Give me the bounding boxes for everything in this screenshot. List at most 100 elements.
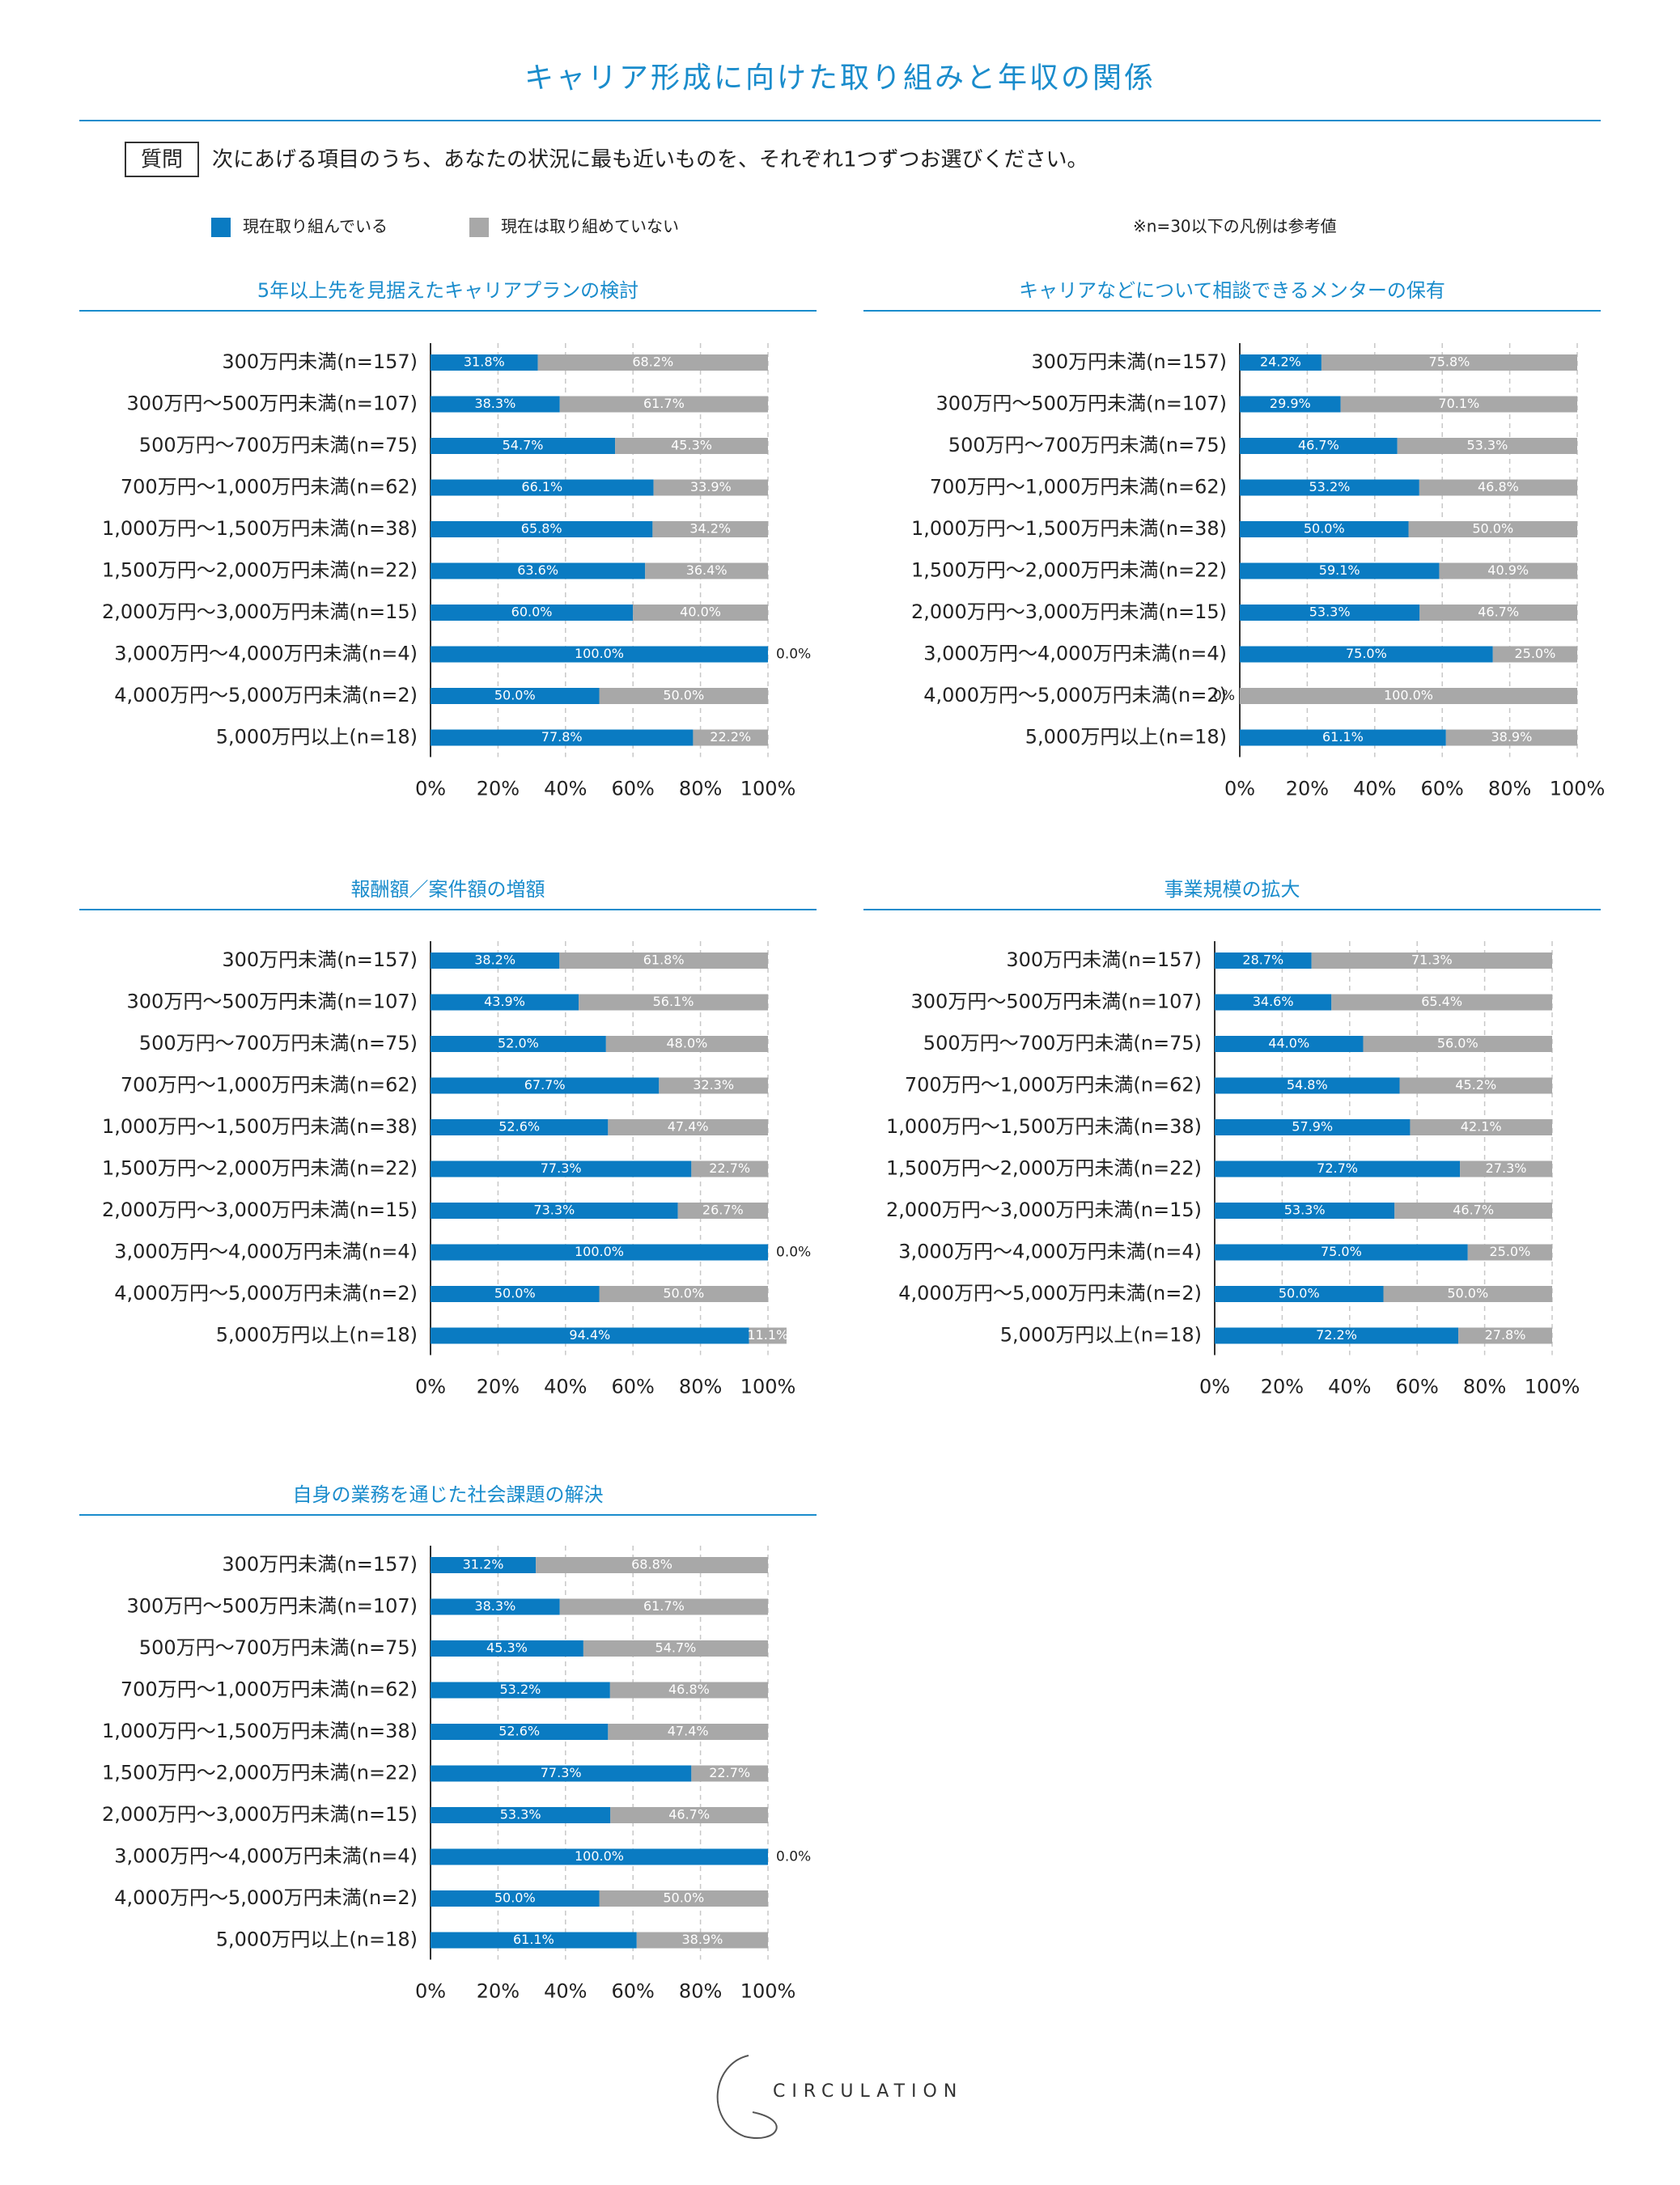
value-label: 94.4% <box>569 1327 610 1343</box>
bar-segment <box>610 1807 768 1823</box>
bar-segment <box>431 1932 637 1949</box>
bar-segment <box>1340 396 1577 413</box>
value-label: 50.0% <box>663 1286 704 1301</box>
bar-segment <box>431 1244 768 1261</box>
bar-segment <box>1439 562 1577 579</box>
value-label: 50.0% <box>494 1890 536 1906</box>
value-label: 38.9% <box>681 1932 723 1947</box>
x-tick-label: 80% <box>1463 1376 1506 1398</box>
bar-segment <box>559 1598 768 1615</box>
category-label: 1,500万円〜2,000万円未満(n=22) <box>911 559 1227 582</box>
bar-segment <box>431 354 538 371</box>
value-label: 29.9% <box>1270 396 1311 411</box>
value-label: 46.7% <box>1298 438 1339 453</box>
bar-segment <box>431 479 654 496</box>
note: ※n=30以下の凡例は参考値 <box>1133 217 1337 236</box>
bar-segment <box>431 729 694 746</box>
bar-segment <box>431 1077 660 1094</box>
value-label: 53.3% <box>500 1807 541 1822</box>
value-label: 72.2% <box>1316 1327 1357 1343</box>
bar-segment <box>431 1682 610 1699</box>
value-label: 60.0% <box>511 605 553 620</box>
bar-segment <box>1240 605 1420 621</box>
value-label: 52.6% <box>498 1119 540 1135</box>
x-tick-label: 20% <box>477 778 520 800</box>
value-label: 56.1% <box>653 994 694 1009</box>
bar-segment <box>431 1724 609 1740</box>
x-tick-label: 40% <box>544 1980 587 2003</box>
value-label: 53.3% <box>1309 605 1351 620</box>
x-tick-label: 60% <box>612 778 655 800</box>
value-label: 33.9% <box>690 479 732 494</box>
value-label: 61.7% <box>643 1598 685 1614</box>
x-tick-label: 80% <box>679 778 722 800</box>
x-tick-label: 0% <box>1199 1376 1230 1398</box>
value-label: 50.0% <box>494 1286 536 1301</box>
x-tick-label: 0% <box>415 1980 446 2003</box>
value-label: 34.6% <box>1253 994 1294 1009</box>
category-label: 1,500万円〜2,000万円未満(n=22) <box>102 1762 418 1784</box>
value-label: 11.1% <box>747 1327 788 1343</box>
bar-segment <box>1419 479 1577 496</box>
value-label: 65.4% <box>1421 994 1462 1009</box>
x-tick-label: 100% <box>740 1376 796 1398</box>
value-label: 61.1% <box>1322 729 1364 745</box>
bar-segment <box>605 1036 768 1052</box>
bar-segment <box>1492 646 1577 663</box>
category-label: 3,000万円〜4,000万円未満(n=4) <box>114 1845 418 1868</box>
bar-segment <box>1397 438 1577 454</box>
x-tick-label: 0% <box>415 1376 446 1398</box>
category-label: 300万円未満(n=157) <box>1031 350 1227 373</box>
value-label: 28.7% <box>1242 952 1283 968</box>
bar-segment <box>1458 1327 1552 1344</box>
value-label: 68.8% <box>631 1557 672 1572</box>
bar-segment <box>608 1119 768 1135</box>
bar-segment <box>652 521 768 537</box>
value-label: 53.2% <box>1309 479 1351 494</box>
bar-segment <box>1215 1286 1384 1302</box>
bar-segment <box>431 1598 560 1615</box>
category-label: 4,000万円〜5,000万円未満(n=2) <box>114 1886 418 1909</box>
bar-segment <box>559 396 768 413</box>
value-label: 70.1% <box>1438 396 1479 411</box>
value-label: 40.9% <box>1487 562 1529 578</box>
value-label: 67.7% <box>524 1077 566 1092</box>
value-label: 100.0% <box>575 1848 624 1864</box>
category-label: 300万円〜500万円未満(n=107) <box>911 991 1202 1013</box>
logo-text: CIRCULATION <box>773 2081 963 2102</box>
bar-segment <box>1240 396 1341 413</box>
page-title: キャリア形成に向けた取り組みと年収の関係 <box>524 62 1156 95</box>
value-label: 72.7% <box>1317 1160 1358 1176</box>
bar-segment <box>579 994 768 1011</box>
bar-segment <box>1311 952 1552 969</box>
bar-segment <box>431 1640 583 1657</box>
x-tick-label: 40% <box>544 1376 587 1398</box>
value-label: 54.7% <box>503 438 544 453</box>
bar-segment <box>431 1036 606 1052</box>
category-label: 700万円〜1,000万円未満(n=62) <box>905 1074 1202 1097</box>
category-label: 4,000万円〜5,000万円未満(n=2) <box>923 684 1227 706</box>
category-label: 2,000万円〜3,000万円未満(n=15) <box>911 600 1227 623</box>
bar-segment <box>609 1682 768 1699</box>
bar-segment <box>1215 1077 1400 1094</box>
category-label: 700万円〜1,000万円未満(n=62) <box>121 476 418 499</box>
bar-segment <box>1215 1327 1459 1344</box>
value-label: 26.7% <box>702 1203 744 1218</box>
value-label: 50.0% <box>1447 1286 1488 1301</box>
bar-segment <box>431 1848 768 1865</box>
category-label: 500万円〜700万円未満(n=75) <box>948 434 1227 456</box>
value-label: 45.2% <box>1455 1077 1496 1092</box>
bar-segment <box>1394 1203 1552 1219</box>
x-tick-label: 60% <box>1396 1376 1439 1398</box>
value-label: 22.2% <box>710 729 751 745</box>
bar-segment <box>608 1724 768 1740</box>
value-label: 22.7% <box>709 1765 750 1780</box>
value-label: 73.3% <box>533 1203 575 1218</box>
x-tick-label: 40% <box>1353 778 1396 800</box>
bar-segment <box>599 1890 768 1907</box>
value-label: 31.8% <box>464 354 505 370</box>
value-label: 100.0% <box>575 1244 624 1259</box>
logo: CIRCULATION <box>716 2055 963 2139</box>
bar-segment <box>1215 1244 1468 1261</box>
